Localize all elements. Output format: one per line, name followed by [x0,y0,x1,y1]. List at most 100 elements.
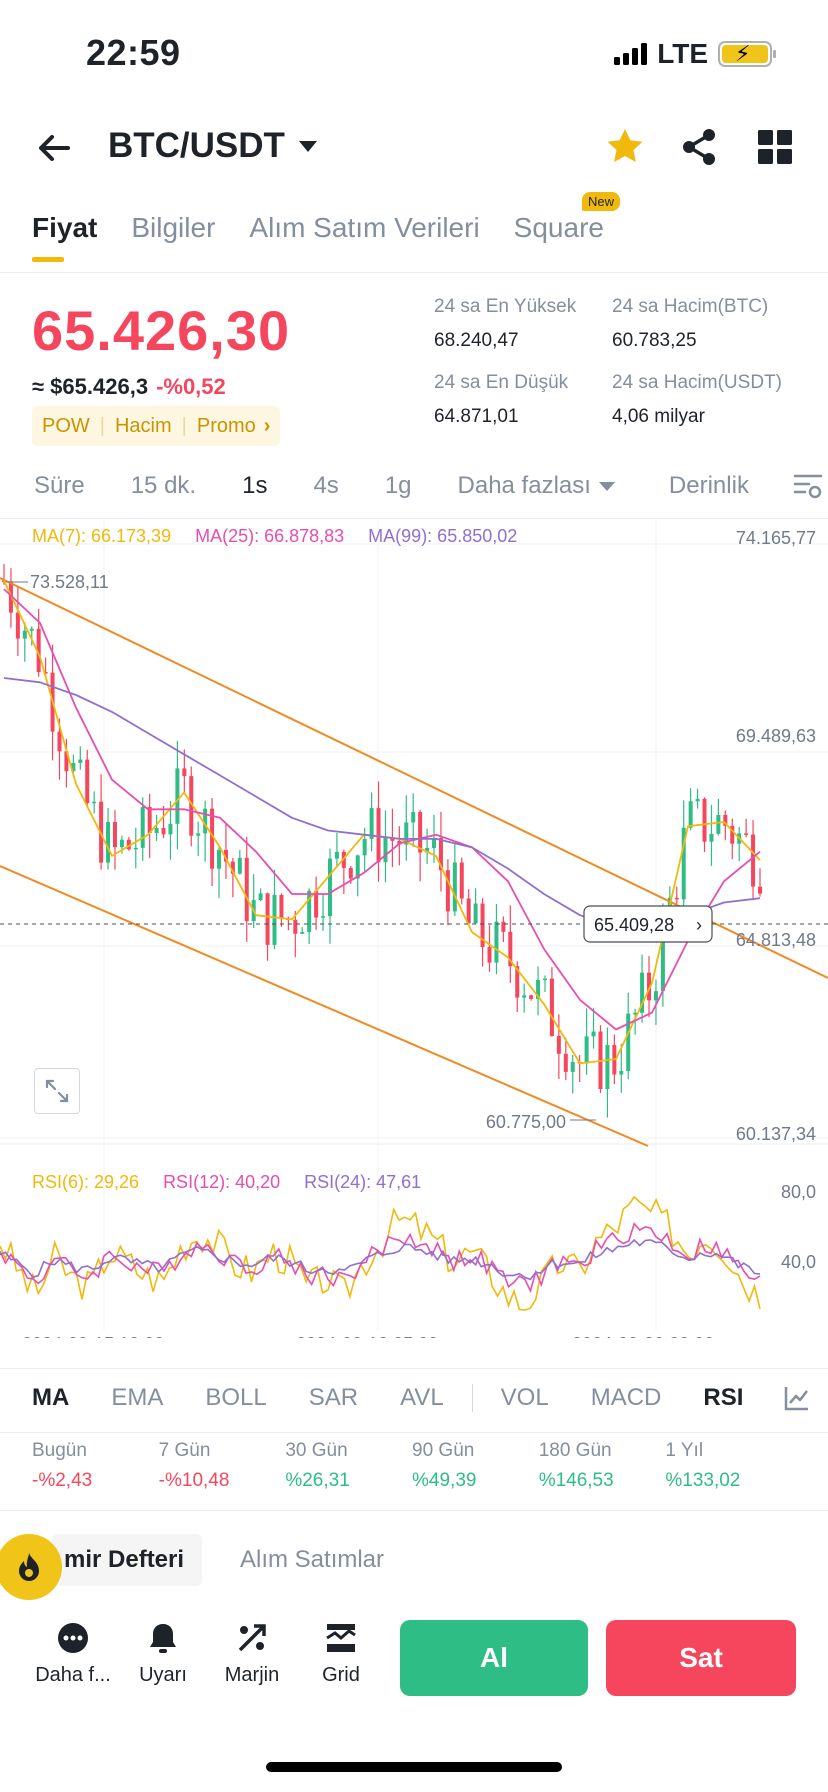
tag-hacim[interactable]: Hacim [114,414,172,437]
tag-strip[interactable]: POW | Hacim | Promo › [32,406,281,446]
depth-button[interactable]: Derinlik [668,472,749,499]
candle-body [265,893,270,945]
candle-body [542,978,547,981]
candlesticks [2,564,762,1118]
flame-icon [19,1553,39,1581]
candle-body [529,995,534,999]
fullscreen-button[interactable] [34,1068,80,1114]
chart-settings-icon[interactable] [793,472,823,500]
ind-avl[interactable]: AVL [400,1384,444,1411]
ma-line-0 [3,580,761,1065]
candle-body [432,837,437,848]
fiat-value: ≈ $65.426,3 [32,374,149,399]
candle-body [688,801,693,828]
tab-trading-data[interactable]: Alım Satım Verileri [249,212,480,243]
candle-body [279,894,284,919]
rsi6-legend: RSI(6): 29,26 [32,1172,140,1192]
grid-button[interactable]: Grid [296,1620,386,1687]
ma-legend: MA(7): 66.173,39 MA(25): 66.878,83 MA(99… [32,526,517,547]
margin-button[interactable]: Marjin [207,1620,297,1687]
chart-grid [0,520,828,1330]
candle-body [660,919,665,992]
y-axis-label: 69.489,63 [736,726,816,746]
grid-layout-icon[interactable] [752,124,798,170]
perf-label: 1 Yıl [665,1440,704,1461]
candle-body [674,897,679,900]
status-time: 22:59 [86,32,181,73]
candle-body [619,1071,624,1075]
chevron-down-icon [298,140,317,152]
tag-pow[interactable]: POW [42,414,90,437]
perf-item: 180 Gün %146,53 [539,1440,666,1492]
tab-bilgiler[interactable]: Bilgiler [131,212,216,243]
buy-button[interactable]: Al [400,1620,588,1696]
last-price: 65.426,30 [32,299,291,362]
rsi24-legend: RSI(24): 47,61 [304,1172,422,1192]
ind-rsi[interactable]: RSI [703,1384,744,1411]
candle-body [418,811,423,853]
candle-body [348,867,353,879]
candle-body [112,821,117,848]
perf-label: 7 Gün [158,1440,211,1461]
tab-fiyat[interactable]: Fiyat [32,212,98,262]
home-indicator [266,1762,562,1772]
candle-body [140,806,145,848]
tag-promo[interactable]: Promo [196,414,256,437]
ind-sar[interactable]: SAR [308,1384,359,1411]
tab-square[interactable]: Square New [514,192,620,244]
star-icon[interactable] [602,124,648,170]
sell-button[interactable]: Sat [606,1620,796,1696]
current-price-box [583,905,713,943]
candle-body [300,931,305,934]
ind-ma[interactable]: MA [32,1384,70,1411]
candle-body [362,838,367,856]
pair-selector[interactable]: BTC/USDT [108,126,317,166]
chevron-right-icon: › [263,414,271,437]
candle-body [452,862,457,912]
stat-high-label: 24 sa En Yüksek [434,296,577,317]
back-arrow-icon[interactable] [32,126,76,170]
interval-1h[interactable]: 1s [242,472,268,499]
interval-more[interactable]: Daha fazlası [458,472,615,500]
tab-trades[interactable]: Alım Satımlar [240,1546,385,1573]
ind-ema[interactable]: EMA [111,1384,164,1411]
rsi-lines [0,1195,761,1311]
candle-body [36,628,41,673]
candle-body [154,827,159,834]
performance-row: Bugün -%2,43 7 Gün -%10,48 30 Gün %26,31 90 Gü… [32,1440,792,1492]
candle-body [584,1036,589,1064]
candle-body [119,839,124,848]
indicator-settings-icon[interactable] [783,1384,811,1412]
interval-4h[interactable]: 4s [313,472,339,499]
floating-fire-button[interactable] [0,1534,62,1600]
battery-icon: ⚡ [718,41,776,67]
candle-body [258,893,263,900]
alert-button[interactable]: Uyarı [118,1620,208,1687]
share-icon[interactable] [676,124,722,170]
candle-body [487,947,492,963]
perf-label: Bugün [32,1440,87,1461]
ind-vol[interactable]: VOL [500,1384,549,1411]
interval-sure[interactable]: Süre [34,472,85,499]
perf-item: 30 Gün %26,31 [285,1440,412,1492]
interval-15m[interactable]: 15 dk. [130,472,197,499]
perf-value: %26,31 [285,1470,350,1491]
candle-body [272,894,277,945]
ind-macd[interactable]: MACD [590,1384,662,1411]
tab-order-book[interactable]: mir Defteri [52,1534,203,1586]
ind-boll[interactable]: BOLL [205,1384,267,1411]
rsi12-legend: RSI(12): 40,20 [163,1172,281,1192]
candle-body [314,890,319,918]
more-button[interactable]: Daha f... [28,1620,118,1687]
candle-body [702,798,707,842]
candle-body [203,808,208,834]
candle-body [709,833,714,842]
candle-body [237,857,242,874]
margin-icon [238,1624,266,1652]
candle-body [244,857,249,922]
bottom-action-bar: Daha f... Uyarı Marjin Grid Al Sat [0,1620,828,1700]
perf-value: -%2,43 [32,1470,93,1491]
price-chart[interactable]: 74.165,77 69.489,63 64.813,48 60.137,34 73.5… [0,520,828,1338]
interval-1d[interactable]: 1g [384,472,412,499]
candle-body [182,768,187,777]
